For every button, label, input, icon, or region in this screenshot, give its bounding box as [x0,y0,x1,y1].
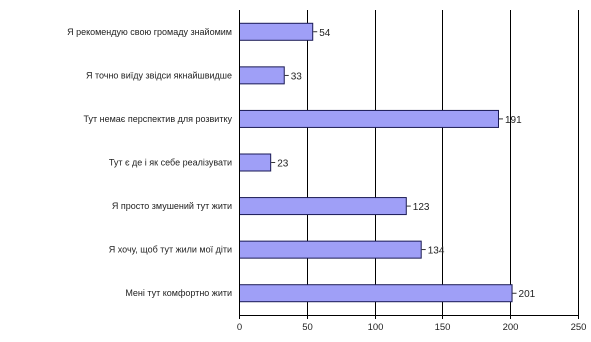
value-label: 191 [505,115,522,126]
bar [239,66,285,85]
category-label: Я рекомендую свою громаду знайомим [67,27,232,37]
x-tick-label: 200 [503,322,519,333]
labels: 0 50 100 150 200 250 Я рекомендую свою громаду… [67,27,586,333]
bar [239,22,314,41]
bar [239,240,422,259]
value-label: 123 [413,202,430,213]
bars [239,22,513,303]
bar [239,197,407,216]
bar [239,284,513,303]
x-tick-label: 100 [368,322,384,333]
value-label: 33 [291,71,303,82]
bar [239,109,499,128]
x-tick-label: 0 [237,322,242,333]
bar [239,153,272,172]
axes [239,10,579,319]
gridlines [307,10,579,315]
category-label: Тут є де і як себе реалізувати [109,158,232,168]
value-label: 23 [277,159,289,170]
value-label: 54 [319,28,331,39]
category-label: Я хочу, щоб тут жили мої діти [109,245,232,255]
category-label: Тут немає перспектив для розвитку [84,114,233,124]
category-label: Мені тут комфортно жити [125,288,232,298]
x-tick-label: 150 [435,322,451,333]
category-label: Я просто змушений тут жити [112,201,232,211]
x-tick-label: 50 [302,322,313,333]
value-label: 201 [519,289,536,300]
value-label: 134 [428,246,445,257]
category-label: Я точно виїду звідси якнайшвидше [86,70,232,80]
x-tick-label: 250 [571,322,587,333]
